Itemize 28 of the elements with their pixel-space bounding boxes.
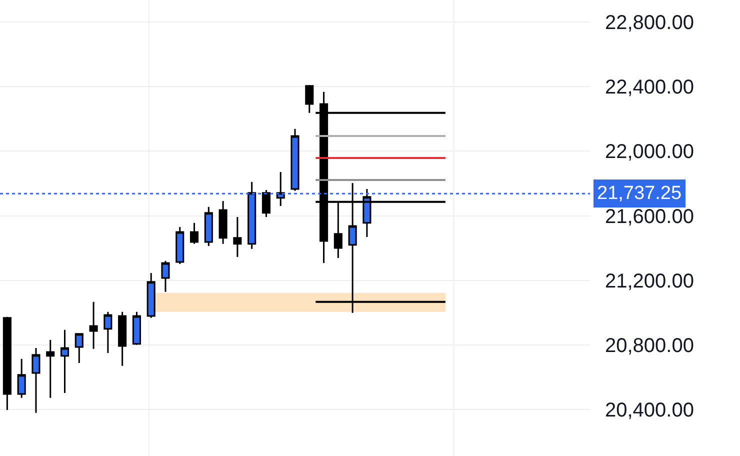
candlestick bbox=[132, 311, 141, 346]
y-tick-label: 20,800.00 bbox=[605, 335, 694, 358]
candlestick bbox=[305, 84, 314, 114]
y-tick-label: 21,200.00 bbox=[605, 270, 694, 292]
y-tick-label: 22,400.00 bbox=[605, 76, 694, 99]
candlestick bbox=[46, 339, 55, 399]
y-tick-label: 20,400.00 bbox=[605, 400, 694, 422]
candlestick bbox=[89, 301, 98, 350]
candlestick bbox=[218, 200, 228, 245]
y-tick-label: 22,800.00 bbox=[605, 12, 694, 34]
candlestick bbox=[146, 272, 156, 319]
y-tick-label: 21,600.00 bbox=[605, 206, 694, 228]
candlestick bbox=[32, 347, 40, 414]
candlestick bbox=[17, 358, 26, 399]
candlestick bbox=[190, 222, 199, 245]
candlestick bbox=[104, 311, 112, 354]
candlestick bbox=[233, 216, 242, 258]
candlestick bbox=[161, 260, 170, 293]
candlestick bbox=[60, 329, 70, 394]
candlestick bbox=[176, 226, 184, 265]
candlestick bbox=[74, 333, 84, 364]
ref-line-label: 21,737.25 bbox=[597, 183, 682, 204]
candlestick bbox=[2, 316, 12, 411]
candlestick bbox=[290, 128, 300, 192]
candlestick bbox=[118, 311, 127, 367]
y-tick-label: 22,000.00 bbox=[605, 141, 694, 164]
candlestick bbox=[204, 206, 213, 247]
candlestick bbox=[262, 189, 270, 218]
